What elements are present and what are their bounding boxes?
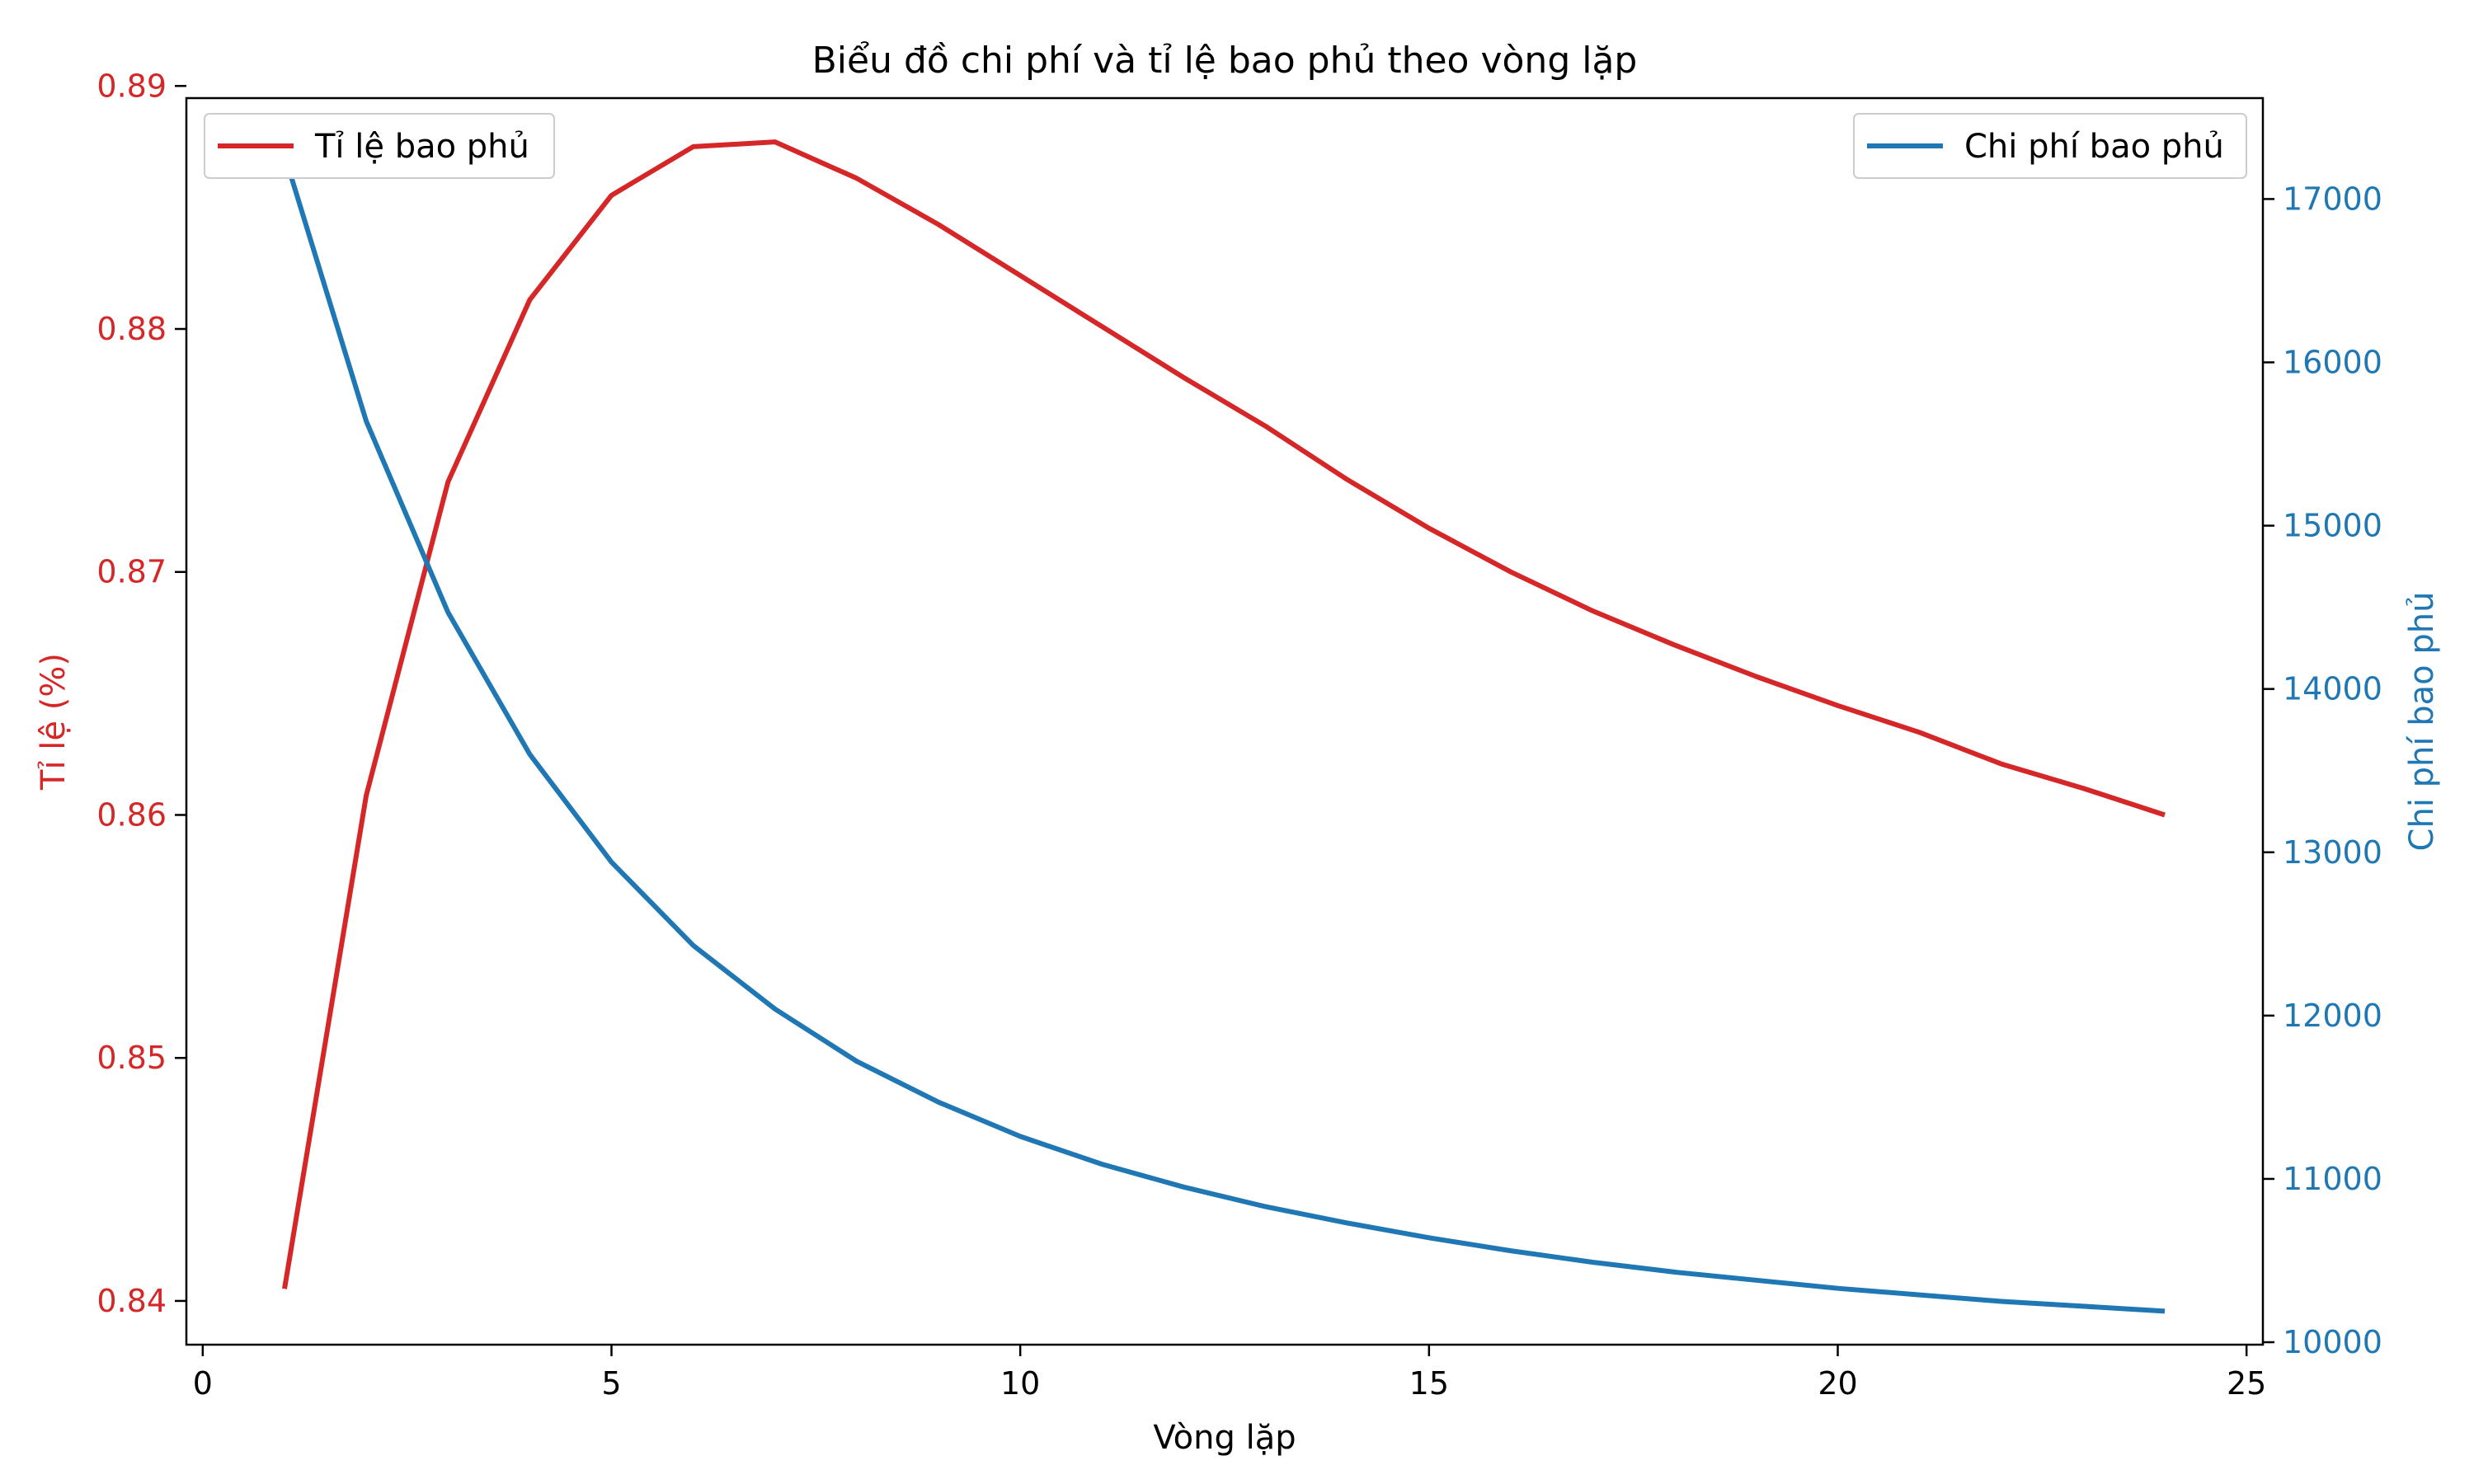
series-line-coverage-cost bbox=[282, 154, 2166, 1314]
x-tick-label: 10 bbox=[1000, 1365, 1040, 1402]
y-right-tick-label: 16000 bbox=[2283, 345, 2382, 381]
y-right-tick-label: 13000 bbox=[2283, 834, 2382, 871]
y-left-tick-label: 0.85 bbox=[96, 1040, 167, 1076]
x-axis: 0 5 10 15 20 25 bbox=[193, 1345, 2266, 1402]
y-right-tick-label: 10000 bbox=[2283, 1324, 2382, 1360]
y-axis-right-label: Chi phí bao phủ bbox=[2403, 592, 2441, 852]
x-tick-label: 25 bbox=[2227, 1365, 2266, 1402]
legend-left: Tỉ lệ bao phủ bbox=[204, 113, 555, 179]
y-left-tick-label: 0.89 bbox=[96, 68, 167, 104]
y-left-tick-label: 0.86 bbox=[96, 796, 167, 833]
x-tick-label: 15 bbox=[1409, 1365, 1449, 1402]
x-axis-label: Vòng lặp bbox=[1153, 1419, 1296, 1457]
y-axis-right: 10000 11000 12000 13000 14000 15000 16000 17000 bbox=[2263, 181, 2382, 1360]
y-right-tick-label: 14000 bbox=[2283, 671, 2382, 707]
legend-left-label: Tỉ lệ bao phủ bbox=[314, 128, 529, 166]
chart-title: Biểu đồ chi phí và tỉ lệ bao phủ theo vò… bbox=[812, 40, 1638, 82]
y-right-tick-label: 17000 bbox=[2283, 181, 2382, 217]
legend-right-label: Chi phí bao phủ bbox=[1964, 128, 2224, 166]
x-tick-label: 20 bbox=[1818, 1365, 1857, 1402]
y-axis-left: 0.84 0.85 0.86 0.87 0.88 0.89 bbox=[96, 68, 186, 1319]
legend-right: Chi phí bao phủ bbox=[1853, 113, 2247, 179]
y-left-tick-label: 0.88 bbox=[96, 311, 167, 347]
x-tick-label: 5 bbox=[601, 1365, 621, 1402]
y-right-tick-label: 12000 bbox=[2283, 998, 2382, 1034]
legend-right-box bbox=[1853, 113, 2247, 179]
x-tick-label: 0 bbox=[193, 1365, 213, 1402]
plot-area bbox=[282, 139, 2166, 1314]
y-left-tick-label: 0.87 bbox=[96, 554, 167, 590]
y-right-tick-label: 15000 bbox=[2283, 508, 2382, 544]
y-axis-left-label: Tỉ lệ (%) bbox=[35, 653, 73, 791]
y-left-tick-label: 0.84 bbox=[96, 1283, 167, 1319]
series-line-coverage-rate bbox=[282, 139, 2166, 1289]
legend-left-box bbox=[204, 113, 555, 179]
plot-frame bbox=[185, 96, 2265, 1346]
y-right-tick-label: 11000 bbox=[2283, 1161, 2382, 1197]
